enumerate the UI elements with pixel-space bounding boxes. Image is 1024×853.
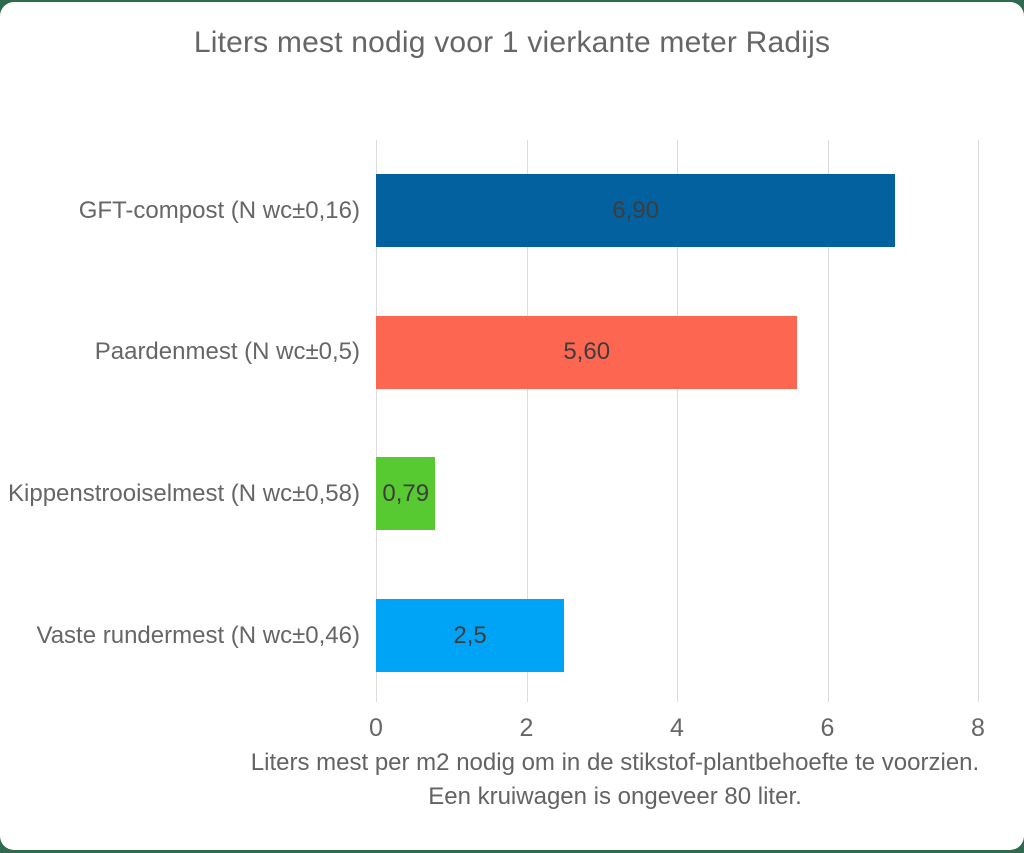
gridline-x8	[978, 140, 979, 702]
bar-1: 5,60	[376, 315, 798, 389]
category-label: Paardenmest (N wc±0,5)	[94, 338, 360, 366]
x-axis-caption-line1: Liters mest per m2 nodig om in de stikst…	[250, 749, 980, 776]
gridline-x6	[827, 140, 829, 702]
bar-value-label: 2,5	[453, 621, 487, 649]
bar-2: 0,79	[376, 457, 436, 531]
x-tick-label: 4	[670, 714, 684, 742]
bar-0: 6,90	[376, 174, 896, 247]
gridline-x0	[376, 140, 377, 702]
chart-title: Liters mest nodig voor 1 vierkante meter…	[193, 26, 831, 59]
category-label: Kippenstrooiselmest (N wc±0,58)	[8, 479, 360, 507]
category-label: GFT-compost (N wc±0,16)	[78, 196, 360, 224]
bar-value-label: 6,90	[612, 196, 659, 224]
x-tick-label: 0	[369, 714, 383, 742]
category-label: Vaste rundermest (N wc±0,46)	[36, 621, 360, 649]
gridline-x2	[526, 140, 528, 702]
gridline-x4	[677, 140, 678, 702]
bar-value-label: 5,60	[563, 338, 611, 366]
x-tick-label: 8	[971, 714, 985, 742]
x-axis-caption-line2: Een kruiwagen is ongeveer 80 liter.	[428, 783, 802, 810]
x-axis-caption: Liters mest per m2 nodig om in de stikst…	[220, 746, 1010, 814]
bar-3: 2,5	[376, 599, 565, 673]
x-tick-label: 6	[820, 714, 835, 742]
bar-value-label: 0,79	[382, 479, 430, 507]
x-tick-label: 2	[519, 714, 534, 742]
